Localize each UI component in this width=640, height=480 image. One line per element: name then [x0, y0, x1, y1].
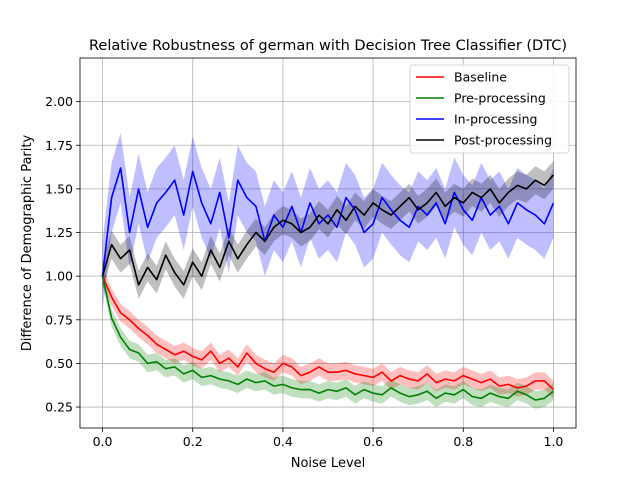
y-tick-label: 1.25: [45, 225, 73, 240]
pre-processing-band: [102, 267, 554, 409]
legend-label-baseline: Baseline: [454, 70, 507, 85]
plot-frame: [79, 57, 577, 429]
in-processing-line: [101, 167, 555, 277]
post-processing-band: [102, 161, 554, 299]
legend-box: [409, 64, 570, 154]
x-tick-label: 0.2: [183, 434, 203, 449]
legend-label-in-processing: In-processing: [454, 112, 537, 127]
legend-label-post-processing: Post-processing: [454, 133, 552, 148]
y-tick-label: 1.75: [45, 138, 73, 153]
ticks: 0.0 0.2 0.4 0.6 0.8 1.0 0.25 0.50 0.75 1.00 1.25 1.…: [45, 94, 563, 449]
x-tick-label: 0.6: [363, 434, 383, 449]
grid: [80, 58, 576, 428]
x-tick-label: 1.0: [544, 434, 564, 449]
legend-label-pre-processing: Pre-processing: [454, 91, 546, 106]
chart-title: Relative Robustness of german with Decis…: [89, 38, 567, 54]
post-processing-line: [101, 174, 555, 286]
pre-processing-line: [101, 276, 554, 401]
legend: Baseline Pre-processing In-processing Post-…: [409, 64, 570, 154]
x-tick-label: 0.0: [93, 434, 113, 449]
y-tick-label: 0.75: [45, 312, 73, 327]
baseline-line: [101, 275, 555, 391]
x-axis-label: Noise Level: [291, 456, 366, 471]
series-lines: [101, 167, 555, 401]
baseline-band: [102, 267, 554, 399]
x-tick-label: 0.4: [273, 434, 293, 449]
y-tick-label: 1.50: [45, 181, 73, 196]
y-tick-label: 2.00: [45, 94, 73, 109]
y-tick-label: 0.50: [45, 356, 73, 371]
y-tick-label: 1.00: [45, 269, 73, 284]
x-tick-label: 0.8: [453, 434, 473, 449]
y-axis-label: Difference of Demographic Parity: [20, 135, 35, 352]
y-tick-label: 0.25: [45, 400, 73, 415]
confidence-bands: [102, 133, 554, 409]
in-processing-band: [102, 133, 554, 312]
